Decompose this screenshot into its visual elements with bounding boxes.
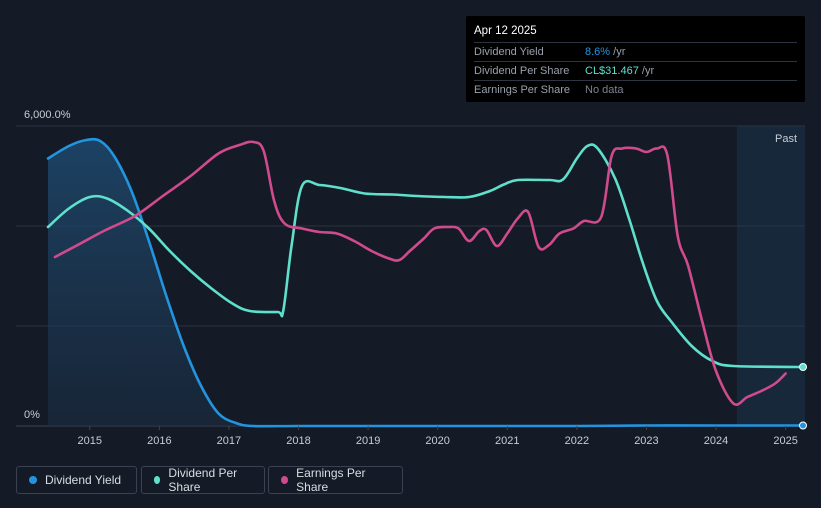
x-tick-label: 2025 bbox=[773, 435, 797, 447]
legend-dot-icon bbox=[154, 476, 161, 484]
dividend-per-share-line bbox=[46, 143, 805, 369]
tooltip-value: No data bbox=[585, 84, 624, 96]
x-tick-label: 2015 bbox=[78, 435, 102, 447]
tooltip-row-dividend-per-share: Dividend Per Share CL$31.467 /yr bbox=[474, 62, 797, 81]
tooltip-label: Earnings Per Share bbox=[474, 84, 570, 96]
legend-item-dividend-yield[interactable]: Dividend Yield bbox=[16, 466, 137, 494]
dividend-yield-area bbox=[48, 139, 803, 427]
tooltip-label: Dividend Yield bbox=[474, 46, 544, 58]
x-tick-label: 2024 bbox=[704, 435, 728, 447]
x-tick-label: 2020 bbox=[425, 435, 449, 447]
tooltip-value: CL$31.467 bbox=[585, 65, 639, 77]
x-tick-label: 2018 bbox=[286, 435, 310, 447]
legend-item-dividend-per-share[interactable]: Dividend Per Share bbox=[141, 466, 265, 494]
tooltip-row-earnings-per-share: Earnings Per Share No data bbox=[474, 81, 797, 99]
x-tick-label: 2019 bbox=[356, 435, 380, 447]
x-tick-label: 2016 bbox=[147, 435, 171, 447]
x-tick-label: 2023 bbox=[634, 435, 658, 447]
legend-item-earnings-per-share[interactable]: Earnings Per Share bbox=[268, 466, 403, 494]
tooltip-unit: /yr bbox=[610, 46, 626, 58]
x-tick-label: 2021 bbox=[495, 435, 519, 447]
legend-label: Earnings Per Share bbox=[296, 466, 366, 494]
past-region-band bbox=[736, 126, 805, 426]
tooltip-label: Dividend Per Share bbox=[474, 65, 570, 77]
past-region-label: Past bbox=[775, 133, 797, 145]
x-tick-label: 2017 bbox=[217, 435, 241, 447]
legend-label: Dividend Yield bbox=[45, 473, 122, 487]
y-tick-label-bottom: 0% bbox=[24, 409, 40, 421]
tooltip-date: Apr 12 2025 bbox=[474, 22, 797, 43]
tooltip-unit: /yr bbox=[638, 65, 655, 77]
x-tick-label: 2022 bbox=[565, 435, 589, 447]
earnings-per-share-line bbox=[53, 140, 787, 406]
y-tick-label-top: 6,000.0% bbox=[24, 109, 71, 121]
legend-dot-icon bbox=[29, 476, 37, 484]
legend-dot-icon bbox=[281, 476, 289, 484]
legend-label: Dividend Per Share bbox=[168, 466, 238, 494]
dividend-yield-endpoint bbox=[799, 421, 807, 430]
tooltip-row-dividend-yield: Dividend Yield 8.6% /yr bbox=[474, 43, 797, 62]
tooltip-value: 8.6% bbox=[585, 46, 611, 58]
tooltip: Apr 12 2025 Dividend Yield 8.6% /yr Divi… bbox=[466, 16, 805, 102]
dividend-per-share-endpoint bbox=[799, 363, 807, 371]
